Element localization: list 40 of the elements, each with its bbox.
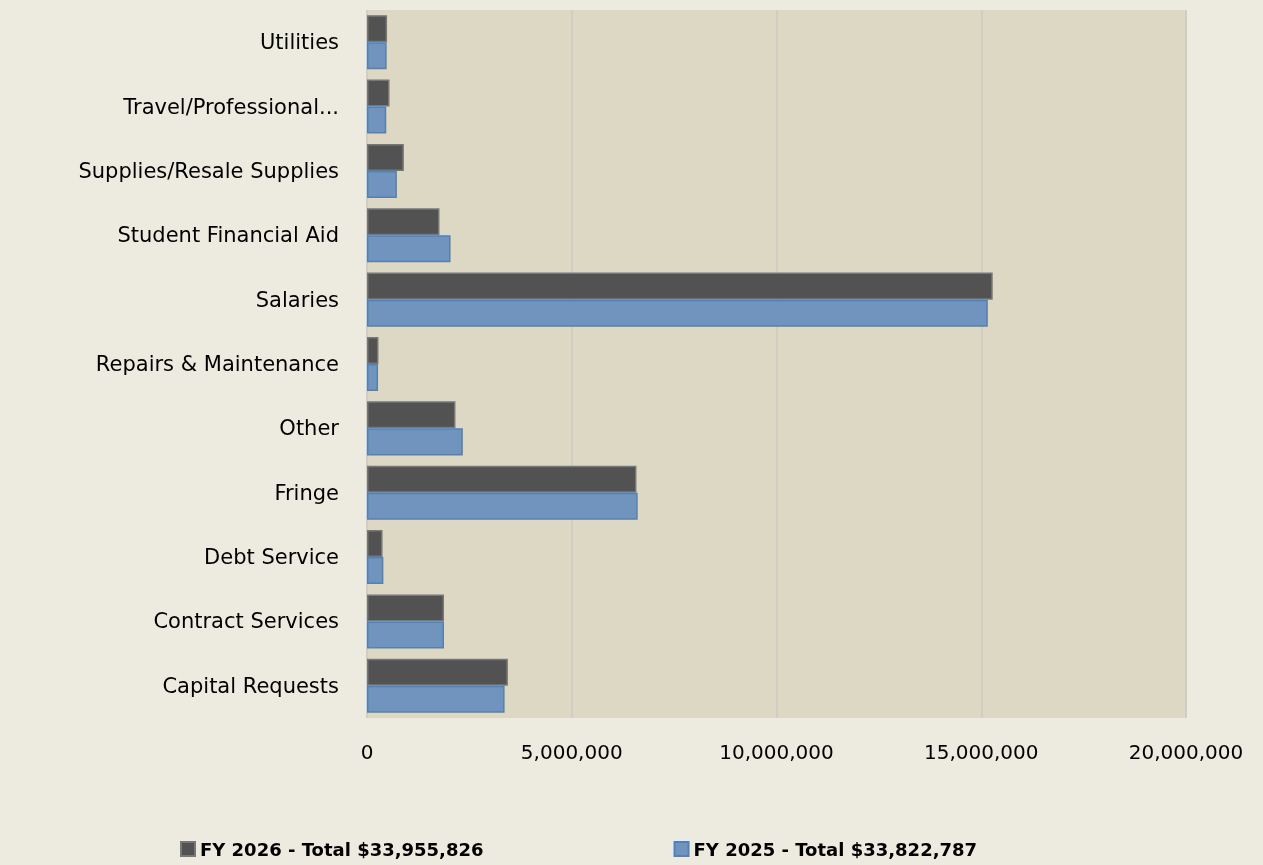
y-tick-label: Contract Services [153, 609, 339, 634]
bar [367, 272, 993, 300]
x-tick-label: 10,000,000 [719, 740, 834, 764]
x-tick-label: 20,000,000 [1128, 740, 1244, 764]
bar [367, 530, 383, 558]
y-tick-label: Other [279, 416, 340, 441]
y-tick-label: Student Financial Aid [117, 223, 339, 248]
y-tick-label: Fringe [274, 480, 339, 505]
y-tick-label: Travel/Professional... [122, 94, 339, 119]
bar [367, 170, 397, 198]
bar [367, 428, 463, 456]
bar [367, 336, 379, 364]
y-tick-label: Capital Requests [162, 673, 339, 698]
x-tick-label: 0 [360, 740, 374, 764]
bar [367, 106, 387, 134]
bar [367, 465, 637, 493]
bar [367, 621, 444, 649]
x-tick-label: 5,000,000 [520, 740, 623, 764]
bar [367, 401, 456, 429]
y-tick-label: Repairs & Maintenance [95, 352, 339, 376]
bar [367, 143, 404, 171]
y-tick-label: Debt Service [204, 545, 339, 570]
y-tick-label: Supplies/Resale Supplies [78, 158, 339, 183]
bar [367, 42, 387, 70]
bar [367, 557, 384, 585]
bar [367, 685, 505, 713]
bar [367, 79, 390, 107]
bar [367, 208, 440, 236]
bar [367, 235, 451, 263]
y-tick-label: Utilities [259, 30, 339, 55]
y-tick-label: Salaries [255, 287, 339, 312]
x-tick-label: 15,000,000 [923, 740, 1039, 764]
bar [367, 492, 638, 520]
bar [367, 594, 444, 622]
bar [367, 658, 508, 686]
legend-label: FY 2025 - Total $33,822,787 [693, 838, 978, 860]
bar [367, 299, 988, 327]
bar [367, 15, 388, 43]
bar [367, 364, 379, 392]
legend-label: FY 2026 - Total $33,955,826 [200, 838, 484, 860]
